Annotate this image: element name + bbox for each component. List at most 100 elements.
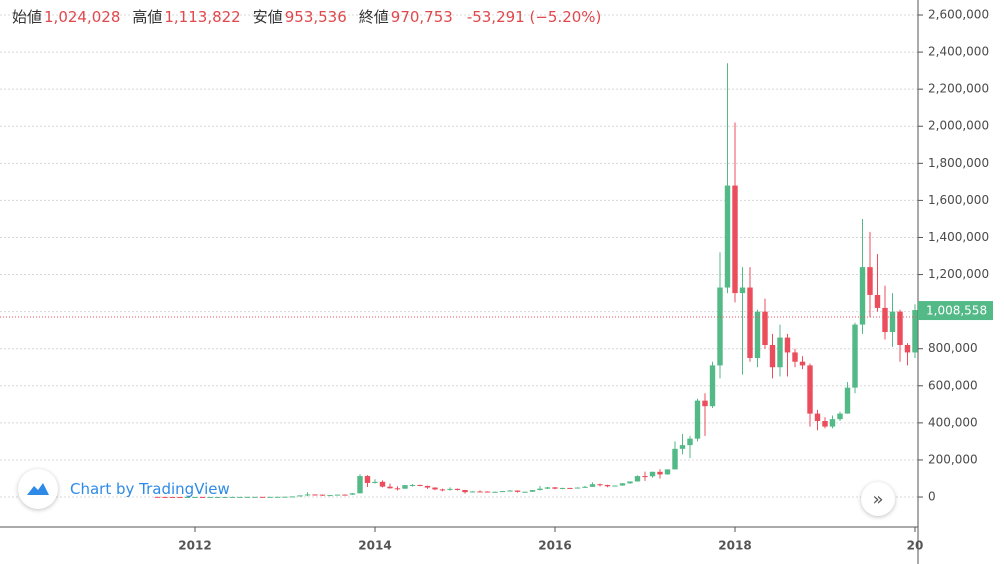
candle-body — [252, 496, 258, 498]
ohlc-header: 始値 1,024,028 高値 1,113,822 安値 953,536 終値 970,753… — [12, 6, 613, 27]
y-tick-label: 200,000 — [928, 452, 978, 466]
candle-body — [619, 483, 626, 486]
candle-body — [184, 496, 191, 498]
candle-body — [537, 488, 543, 491]
y-tick-label: 2,000,000 — [928, 119, 989, 133]
candle-body — [724, 185, 731, 288]
ohlc-value: 1,024,028 — [44, 8, 121, 26]
candle-body — [679, 445, 686, 449]
candle-body — [889, 311, 896, 333]
candle-body — [694, 400, 701, 439]
candle-body — [162, 496, 168, 498]
y-tick-label: 2,200,000 — [928, 82, 989, 96]
y-tick-label: 0 — [928, 490, 936, 504]
candle-body — [432, 487, 438, 490]
watermark[interactable]: Chart by TradingView — [18, 469, 230, 509]
candle-body — [852, 324, 858, 388]
ohlc-label: 始値 — [12, 8, 43, 26]
candle-body — [769, 345, 776, 368]
candle-body — [462, 489, 468, 493]
y-tick-label: 1,600,000 — [928, 193, 989, 207]
candle-body — [829, 419, 836, 427]
last-price-box — [918, 301, 993, 321]
candle-body — [289, 496, 296, 498]
candle-body — [169, 496, 176, 498]
x-tick-label: 2016 — [538, 539, 571, 553]
candle-body — [552, 487, 558, 489]
candle-body — [492, 491, 498, 493]
candle-body — [379, 481, 386, 487]
candle-body — [807, 365, 813, 414]
candle-body — [199, 496, 206, 498]
candle-body — [312, 494, 318, 496]
candle-body — [364, 476, 371, 483]
ohlc-value: 1,113,822 — [164, 8, 241, 26]
y-tick-label: 1,200,000 — [928, 267, 989, 281]
y-tick-label: 2,600,000 — [928, 8, 989, 22]
candle-body — [477, 491, 483, 493]
candle-body — [702, 400, 708, 407]
candle-body — [559, 487, 566, 489]
candle-body — [844, 387, 851, 414]
candle-body — [304, 494, 311, 496]
ohlc-value: 953,536 — [284, 8, 347, 26]
candle-body — [904, 345, 911, 353]
candle-body — [799, 361, 806, 366]
ohlc-change: -53,291 (−5.20%) — [466, 8, 602, 26]
candle-body — [342, 494, 348, 496]
candle-body — [567, 487, 573, 489]
candle-body — [739, 287, 746, 294]
candle-body — [424, 485, 431, 488]
candle-body — [604, 484, 611, 487]
y-tick-label: 600,000 — [928, 378, 978, 392]
candle-body — [499, 491, 506, 493]
candle-body — [402, 485, 408, 489]
candle-body — [754, 311, 761, 358]
candle-body — [394, 488, 401, 490]
candle-body — [709, 365, 716, 407]
candle-body — [237, 496, 243, 498]
candle-body — [627, 481, 633, 484]
candle-body — [837, 413, 843, 420]
candle-body — [649, 471, 656, 477]
candle-body — [582, 486, 588, 488]
candle-body — [874, 294, 881, 308]
candle-body — [259, 496, 266, 498]
candle-body — [657, 471, 663, 475]
candle-body — [222, 496, 228, 498]
candle-body — [747, 287, 753, 358]
candle-body — [357, 476, 363, 494]
y-tick-label: 400,000 — [928, 415, 978, 429]
y-tick-label: 800,000 — [928, 341, 978, 355]
scroll-to-realtime[interactable]: » — [861, 482, 895, 516]
candle-body — [544, 487, 551, 489]
x-tick-label: 20 — [907, 539, 924, 553]
candle-body — [274, 496, 281, 498]
candle-body — [867, 267, 873, 295]
candle-body — [912, 310, 918, 353]
candle-body — [177, 496, 183, 498]
candle-body — [409, 484, 416, 486]
candle-body — [882, 307, 888, 333]
candle-body — [439, 489, 446, 491]
candle-body — [229, 496, 236, 498]
candle-body — [687, 438, 693, 446]
candle-body — [154, 496, 161, 498]
candle-body — [672, 448, 678, 470]
candle-body — [319, 494, 326, 496]
logo — [18, 469, 58, 509]
candle-body — [762, 311, 768, 346]
candle-body — [612, 485, 618, 487]
candle-body — [822, 421, 828, 427]
x-tick-label: 2012 — [178, 539, 211, 553]
watermark-text: Chart by TradingView — [70, 480, 230, 498]
candle-body — [732, 185, 738, 294]
candle-body — [484, 491, 491, 493]
x-tick-label: 2018 — [718, 539, 751, 553]
last-price-label: 1,008,558 — [926, 304, 987, 318]
candle-body — [207, 496, 213, 498]
candle-body — [507, 490, 513, 492]
candle-body — [574, 487, 581, 489]
